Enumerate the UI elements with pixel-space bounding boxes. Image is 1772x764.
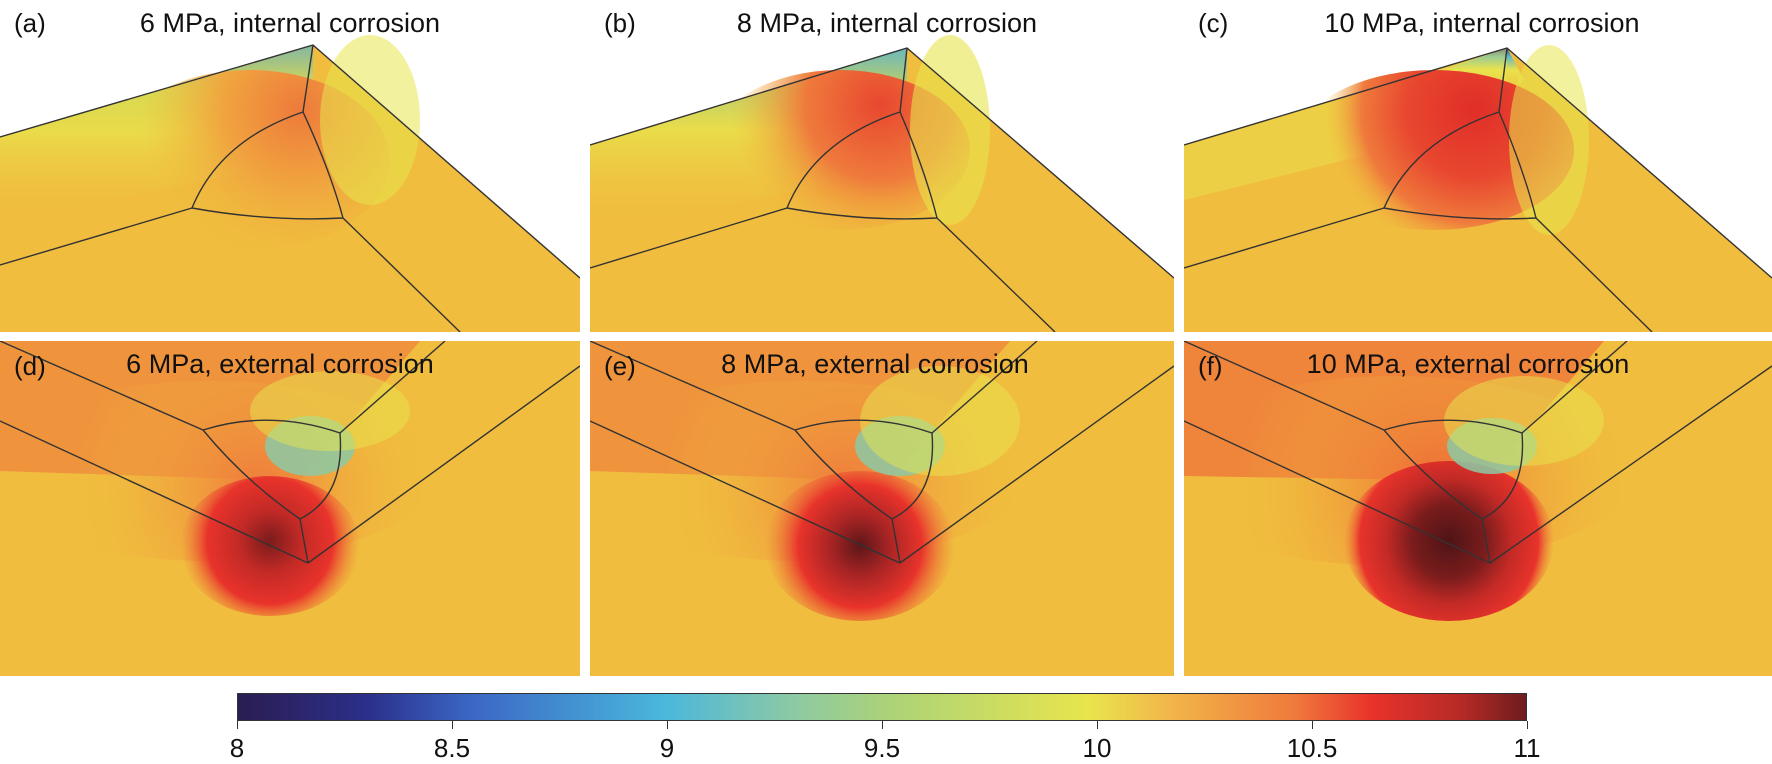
panel-a: (a) 6 MPa, internal corrosion: [0, 0, 580, 332]
colorbar-tick: [667, 721, 668, 729]
panel-title: 10 MPa, external corrosion: [1306, 349, 1630, 379]
stress-contour-e: [590, 341, 1174, 676]
colorbar-tick: [1097, 721, 1098, 729]
panel-d: (d) 6 MPa, external corrosion: [0, 341, 580, 676]
panel-title: 10 MPa, internal corrosion: [1324, 8, 1640, 38]
panel-label: (c): [1198, 8, 1229, 38]
colorbar-tick: [452, 721, 453, 729]
panel-label: (e): [604, 351, 636, 381]
panel-c: (c) 10 MPa, internal corrosion: [1184, 0, 1772, 332]
panel-f: (f) 10 MPa, external corrosion: [1184, 341, 1772, 676]
stress-contour-c: [1184, 45, 1772, 332]
colorbar-tick-label: 9.5: [863, 733, 901, 763]
panel-label: (d): [14, 351, 46, 381]
colorbar: [237, 693, 1527, 721]
colorbar-tick: [882, 721, 883, 729]
colorbar-gradient: [237, 693, 1527, 721]
colorbar-tick-label: 8: [229, 733, 245, 763]
stress-contour-d: [0, 341, 580, 676]
colorbar-tick-label: 11: [1513, 733, 1541, 763]
stress-contour-a: [0, 35, 580, 332]
colorbar-tick-label: 8.5: [433, 733, 471, 763]
panel-label: (f): [1198, 351, 1223, 381]
stress-contour-f: [1184, 341, 1772, 676]
colorbar-tick-label: 10.5: [1286, 733, 1338, 763]
panel-title: 8 MPa, internal corrosion: [736, 8, 1038, 38]
colorbar-tick-label: 9: [659, 733, 675, 763]
panel-title: 6 MPa, internal corrosion: [139, 8, 441, 38]
colorbar-tick: [237, 721, 238, 729]
colorbar-tick-label: 10: [1082, 733, 1112, 763]
colorbar-tick: [1312, 721, 1313, 729]
panel-e: (e) 8 MPa, external corrosion: [590, 341, 1174, 676]
panel-b: (b) 8 MPa, internal corrosion: [590, 0, 1174, 332]
colorbar-tick: [1527, 721, 1528, 729]
panel-title: 6 MPa, external corrosion: [126, 349, 434, 379]
panel-label: (b): [604, 8, 636, 38]
panel-title: 8 MPa, external corrosion: [721, 349, 1029, 379]
stress-contour-b: [590, 35, 1174, 332]
panel-label: (a): [14, 8, 46, 38]
